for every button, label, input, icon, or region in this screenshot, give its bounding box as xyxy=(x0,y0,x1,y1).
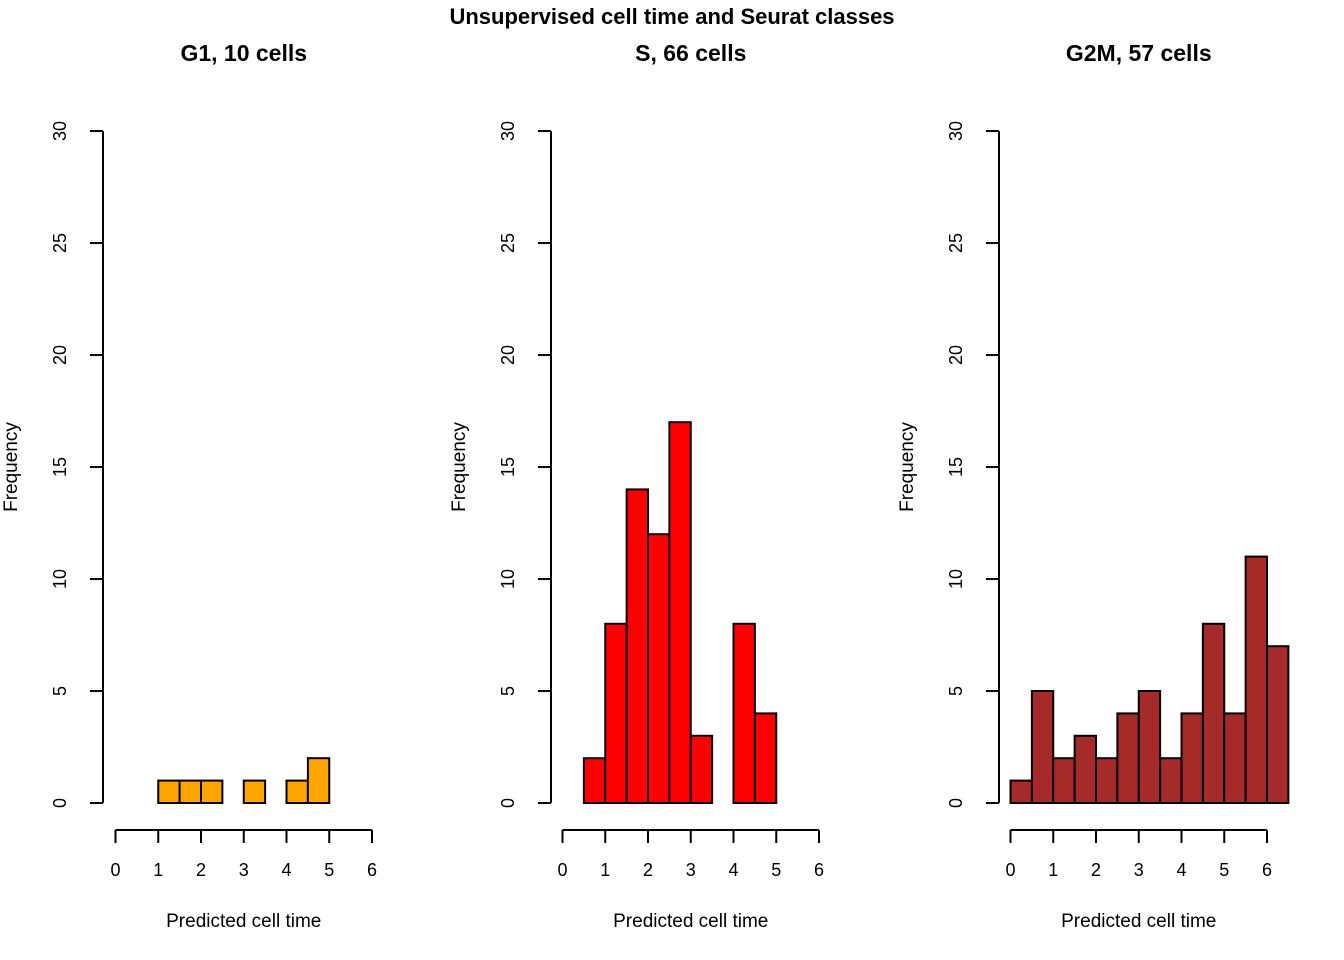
histogram-bar xyxy=(306,757,331,805)
x-tick-label: 0 xyxy=(1005,860,1015,880)
y-tick-label: 10 xyxy=(498,569,518,589)
histogram-bar xyxy=(1073,734,1097,804)
x-tick-label: 5 xyxy=(1219,860,1229,880)
y-axis-label: Frequency xyxy=(897,422,918,512)
y-tick-label: 30 xyxy=(50,121,70,141)
x-tick-label: 3 xyxy=(239,860,249,880)
histogram-bar xyxy=(1223,712,1247,805)
y-tick-label: 25 xyxy=(946,233,966,253)
x-tick-label: 6 xyxy=(1262,860,1272,880)
x-tick-label: 1 xyxy=(153,860,163,880)
x-tick-label: 2 xyxy=(196,860,206,880)
panel-title: G1, 10 cells xyxy=(180,40,307,66)
panel-title: G2M, 57 cells xyxy=(1066,40,1212,66)
histogram-panel-1: G1, 10 cells 0 5 10 15 20 25 30 0 1 2 3 4 5 6 Predicted… xyxy=(1,40,377,932)
histogram-bar xyxy=(1052,757,1076,805)
y-tick-label: 10 xyxy=(50,569,70,589)
y-axis-label: Frequency xyxy=(449,422,470,512)
histogram-bar xyxy=(1159,757,1183,805)
y-tick-label: 20 xyxy=(50,345,70,365)
histogram-bar xyxy=(1116,712,1140,805)
x-axis-label: Predicted cell time xyxy=(166,911,321,932)
x-tick-label: 2 xyxy=(1091,860,1101,880)
y-tick-label: 20 xyxy=(946,345,966,365)
x-tick-label: 5 xyxy=(771,860,781,880)
histogram-bar xyxy=(753,712,778,805)
x-tick-label: 3 xyxy=(1134,860,1144,880)
y-tick-label: 25 xyxy=(498,233,518,253)
histogram-bar xyxy=(668,421,692,804)
histogram-bar xyxy=(1030,690,1055,804)
histogram-bar xyxy=(647,533,671,804)
x-tick-label: 6 xyxy=(814,860,824,880)
histogram-bar xyxy=(200,779,224,804)
y-tick-label: 10 xyxy=(946,569,966,589)
histogram-panel-3: G2M, 57 cells 0 5 10 15 20 25 30 0 1 2 3 4 5 6 Predicte… xyxy=(897,40,1290,932)
x-tick-label: 2 xyxy=(643,860,653,880)
histogram-bar xyxy=(1266,645,1290,805)
x-tick-label: 5 xyxy=(324,860,334,880)
histogram-bar xyxy=(178,779,202,804)
y-tick-label: 15 xyxy=(50,457,70,477)
y-tick-label: 5 xyxy=(946,686,966,696)
histogram-bar xyxy=(582,757,607,805)
histogram-bar xyxy=(1137,690,1162,804)
figure-title: Unsupervised cell time and Seurat classe… xyxy=(449,4,894,29)
histogram-bar xyxy=(625,488,649,804)
histogram-bar xyxy=(1180,712,1204,805)
y-tick-label: 15 xyxy=(946,457,966,477)
histogram-bar xyxy=(1095,757,1119,805)
y-tick-label: 0 xyxy=(498,798,518,808)
y-tick-label: 30 xyxy=(498,121,518,141)
y-tick-label: 30 xyxy=(946,121,966,141)
histogram-bar xyxy=(1244,555,1268,804)
x-tick-label: 0 xyxy=(557,860,567,880)
panel-title: S, 66 cells xyxy=(635,40,746,66)
x-axis-label: Predicted cell time xyxy=(613,911,768,932)
y-axis-label: Frequency xyxy=(1,422,22,512)
y-tick-label: 0 xyxy=(50,798,70,808)
histogram-bar xyxy=(732,622,756,804)
histogram-panel-2: S, 66 cells 0 5 10 15 20 25 30 0 1 2 3 4 5 6 Predicted … xyxy=(449,40,824,932)
histogram-bar xyxy=(157,779,181,804)
x-tick-label: 4 xyxy=(1176,860,1186,880)
x-tick-label: 6 xyxy=(367,860,377,880)
x-tick-label: 3 xyxy=(686,860,696,880)
histogram-bar xyxy=(242,779,267,804)
y-tick-label: 25 xyxy=(50,233,70,253)
x-tick-label: 1 xyxy=(600,860,610,880)
y-tick-label: 0 xyxy=(946,798,966,808)
histogram-bar xyxy=(689,734,714,804)
x-tick-label: 4 xyxy=(281,860,291,880)
y-tick-label: 5 xyxy=(498,686,518,696)
histogram-bar xyxy=(604,622,628,804)
x-tick-label: 4 xyxy=(728,860,738,880)
x-axis-label: Predicted cell time xyxy=(1061,911,1216,932)
histogram-bar xyxy=(1201,622,1226,804)
histogram-bar xyxy=(285,779,309,804)
y-tick-label: 5 xyxy=(50,686,70,696)
x-tick-label: 1 xyxy=(1048,860,1058,880)
y-tick-label: 20 xyxy=(498,345,518,365)
x-tick-label: 0 xyxy=(110,860,120,880)
y-tick-label: 15 xyxy=(498,457,518,477)
histogram-bar xyxy=(1009,779,1033,804)
